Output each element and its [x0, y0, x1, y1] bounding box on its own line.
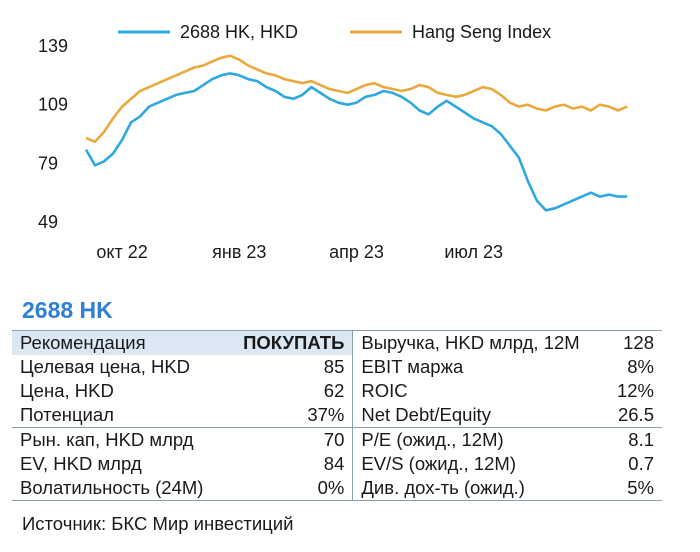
dividend-yield-value: 5%	[604, 476, 662, 501]
recommendation-label: Рекомендация	[12, 330, 226, 355]
x-tick-label-3: июл 23	[444, 242, 503, 262]
metrics-table: Рекомендация ПОКУПАТЬ Выручка, HKD млрд,…	[12, 330, 662, 501]
series-line-1	[85, 54, 628, 144]
chart-lines	[84, 54, 628, 212]
price-value: 62	[323, 380, 345, 401]
market-cap-value: 70	[225, 427, 353, 452]
table-row: Рын. кап, HKD млрд 70 P/E (ожид., 12M) 8…	[12, 427, 662, 452]
ev-value: 84	[323, 453, 345, 474]
volatility-label: Волатильность (24M)	[12, 476, 226, 501]
table-row: Волатильность (24M) 0% Див. дох-ть (ожид…	[12, 476, 662, 501]
recommendation-value: ПОКУПАТЬ	[225, 330, 353, 355]
y-tick-label-3: 139	[38, 36, 68, 56]
revenue-label: Выручка, HKD млрд, 12M	[352, 330, 605, 355]
x-tick-label-2: апр 23	[329, 242, 384, 262]
y-tick-label-1: 79	[38, 153, 58, 173]
legend-label-0: 2688 HK, HKD	[180, 22, 298, 42]
revenue-value: 128	[604, 330, 662, 355]
y-tick-label-0: 49	[38, 212, 58, 232]
target-price-value: 85	[323, 356, 345, 377]
volatility-value: 0%	[225, 476, 353, 501]
ev-s-value: 0.7	[628, 453, 654, 474]
upside-label: Потенциал	[20, 404, 114, 425]
ticker-title: 2688 HK	[22, 297, 113, 323]
net-debt-equity-value: 26.5	[617, 404, 654, 425]
upside-value: 37%	[307, 404, 345, 425]
dividend-yield-label: Див. дох-ть (ожид.)	[352, 476, 605, 501]
ev-s-label: EV/S (ожид., 12M)	[352, 452, 605, 476]
ebit-margin-label: EBIT маржа	[352, 355, 605, 379]
series-line-0	[84, 72, 627, 212]
legend-label-1: Hang Seng Index	[412, 22, 551, 42]
roic-label: ROIC	[352, 379, 605, 403]
market-cap-label: Рын. кап, HKD млрд	[12, 427, 226, 452]
table-row: Рекомендация ПОКУПАТЬ Выручка, HKD млрд,…	[12, 330, 662, 355]
net-debt-equity-label: Net Debt/Equity	[352, 403, 605, 428]
table-row: Целевая цена, HKD 85 EBIT маржа 8%	[12, 355, 662, 379]
table-row: Потенциал 37% Net Debt/Equity 26.5	[12, 403, 662, 428]
y-axis: 49 79 109 139	[38, 36, 68, 232]
source-note: Источник: БКС Мир инвестиций	[22, 513, 294, 534]
x-tick-label-0: окт 22	[96, 242, 147, 262]
pe-value: 8.1	[604, 427, 662, 452]
table-row: EV, HKD млрд 84 EV/S (ожид., 12M) 0.7	[12, 452, 662, 476]
x-tick-label-1: янв 23	[212, 242, 266, 262]
ebit-margin-value: 8%	[627, 356, 654, 377]
target-price-label: Целевая цена, HKD	[20, 356, 191, 377]
y-tick-label-2: 109	[38, 95, 68, 115]
chart-legend: 2688 HK, HKD Hang Seng Index	[118, 22, 551, 42]
price-label: Цена, HKD	[20, 380, 114, 401]
table-row: Цена, HKD 62 ROIC 12%	[12, 379, 662, 403]
roic-value: 12%	[616, 380, 654, 401]
ev-label: EV, HKD млрд	[20, 453, 142, 474]
price-chart: 2688 HK, HKD Hang Seng Index 49 79 109 139 о…	[38, 22, 628, 262]
pe-label: P/E (ожид., 12M)	[352, 427, 605, 452]
x-axis: окт 22 янв 23 апр 23 июл 23	[96, 242, 503, 262]
